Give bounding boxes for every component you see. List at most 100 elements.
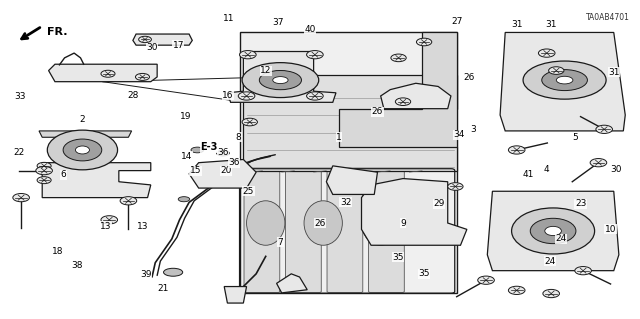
Text: 24: 24 xyxy=(544,257,556,266)
Text: 20: 20 xyxy=(220,166,232,175)
Text: 18: 18 xyxy=(52,247,64,256)
Polygon shape xyxy=(39,131,132,137)
Text: 10: 10 xyxy=(605,225,616,234)
Text: 34: 34 xyxy=(454,130,465,139)
Polygon shape xyxy=(500,33,625,131)
Ellipse shape xyxy=(242,63,319,98)
Text: 31: 31 xyxy=(545,20,557,29)
Polygon shape xyxy=(240,33,458,293)
Circle shape xyxy=(13,194,29,202)
Circle shape xyxy=(508,286,525,294)
Circle shape xyxy=(307,50,323,59)
Ellipse shape xyxy=(47,130,118,170)
Ellipse shape xyxy=(273,77,288,84)
Polygon shape xyxy=(362,179,467,245)
Text: TA0AB4701: TA0AB4701 xyxy=(586,13,630,22)
Polygon shape xyxy=(224,286,246,303)
Text: 26: 26 xyxy=(372,108,383,116)
Text: E-3: E-3 xyxy=(200,142,218,152)
Text: 1: 1 xyxy=(336,133,342,142)
Circle shape xyxy=(37,177,51,184)
Text: 22: 22 xyxy=(13,148,24,157)
Circle shape xyxy=(548,67,564,74)
Circle shape xyxy=(543,289,559,298)
Polygon shape xyxy=(49,64,157,82)
Circle shape xyxy=(101,70,115,77)
Circle shape xyxy=(477,276,494,284)
Circle shape xyxy=(136,73,150,80)
Text: 14: 14 xyxy=(181,152,192,161)
Text: 13: 13 xyxy=(138,222,149,231)
Text: 9: 9 xyxy=(400,219,406,227)
Circle shape xyxy=(508,146,525,154)
Text: 6: 6 xyxy=(60,170,66,179)
Text: 38: 38 xyxy=(72,261,83,270)
Text: 31: 31 xyxy=(511,20,522,29)
Ellipse shape xyxy=(178,197,189,202)
Text: 26: 26 xyxy=(314,219,326,227)
Text: 21: 21 xyxy=(158,284,169,293)
Text: 8: 8 xyxy=(236,133,241,142)
Text: 26: 26 xyxy=(463,73,474,82)
Ellipse shape xyxy=(63,139,102,161)
Text: 3: 3 xyxy=(470,125,476,134)
FancyBboxPatch shape xyxy=(285,169,321,293)
Text: 11: 11 xyxy=(223,14,234,23)
Text: 36: 36 xyxy=(217,148,228,157)
Text: 30: 30 xyxy=(611,165,622,174)
Text: 5: 5 xyxy=(573,133,579,142)
Text: 27: 27 xyxy=(451,17,462,26)
Ellipse shape xyxy=(545,226,561,235)
Ellipse shape xyxy=(191,147,204,153)
Text: 33: 33 xyxy=(14,92,26,101)
Ellipse shape xyxy=(76,146,90,154)
Circle shape xyxy=(242,118,257,126)
Text: 35: 35 xyxy=(392,253,404,262)
Circle shape xyxy=(538,49,555,57)
Text: 23: 23 xyxy=(575,199,586,208)
Ellipse shape xyxy=(216,150,229,156)
Text: 7: 7 xyxy=(278,238,284,247)
Polygon shape xyxy=(487,191,619,271)
Text: 24: 24 xyxy=(556,234,567,243)
Text: 40: 40 xyxy=(304,25,316,34)
Ellipse shape xyxy=(531,218,576,244)
Text: 28: 28 xyxy=(127,91,139,100)
Circle shape xyxy=(596,125,612,133)
Ellipse shape xyxy=(511,208,595,254)
FancyBboxPatch shape xyxy=(244,169,280,293)
Circle shape xyxy=(448,183,463,190)
Circle shape xyxy=(238,92,255,100)
Circle shape xyxy=(139,36,152,43)
FancyBboxPatch shape xyxy=(369,169,404,293)
FancyBboxPatch shape xyxy=(327,169,363,293)
Polygon shape xyxy=(339,33,458,147)
Text: 25: 25 xyxy=(243,187,254,196)
Polygon shape xyxy=(227,51,336,102)
Text: 2: 2 xyxy=(79,115,85,124)
Text: 16: 16 xyxy=(222,91,234,100)
Ellipse shape xyxy=(523,61,606,99)
Ellipse shape xyxy=(259,70,301,90)
Text: 15: 15 xyxy=(189,166,201,175)
Circle shape xyxy=(575,267,591,275)
Circle shape xyxy=(101,216,118,224)
Text: 32: 32 xyxy=(340,198,351,207)
Ellipse shape xyxy=(362,201,400,245)
Circle shape xyxy=(120,197,137,205)
Polygon shape xyxy=(326,166,378,195)
Circle shape xyxy=(396,98,411,106)
Text: 12: 12 xyxy=(260,66,271,75)
Polygon shape xyxy=(276,274,307,293)
Ellipse shape xyxy=(246,201,285,245)
Ellipse shape xyxy=(541,70,588,91)
Text: 37: 37 xyxy=(273,18,284,27)
FancyBboxPatch shape xyxy=(243,75,458,171)
Text: 19: 19 xyxy=(180,112,191,121)
Text: 13: 13 xyxy=(100,222,111,231)
Circle shape xyxy=(36,167,52,175)
Text: 41: 41 xyxy=(522,170,534,179)
Circle shape xyxy=(37,162,51,169)
Circle shape xyxy=(590,159,607,167)
Text: 31: 31 xyxy=(608,68,620,77)
